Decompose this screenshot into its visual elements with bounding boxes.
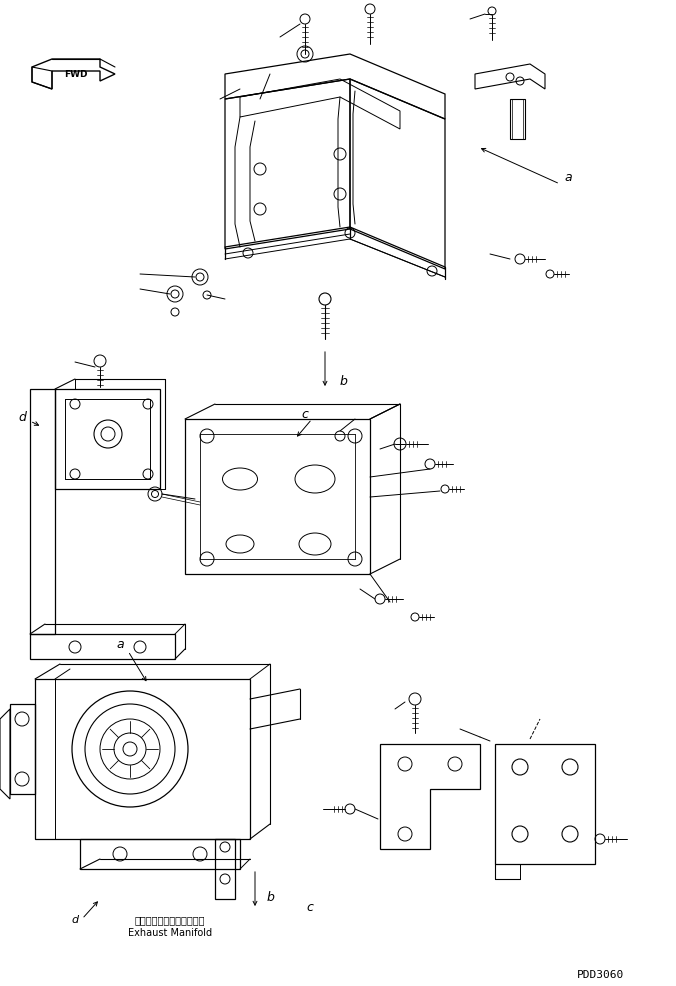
Text: PDD3060: PDD3060 — [577, 969, 624, 979]
Text: d: d — [18, 411, 26, 424]
Text: b: b — [339, 375, 347, 388]
Text: c: c — [301, 408, 308, 421]
Text: FWD: FWD — [64, 70, 88, 80]
Text: b: b — [266, 890, 274, 903]
Text: c: c — [306, 900, 314, 914]
Text: a: a — [116, 638, 124, 651]
Text: d: d — [72, 914, 78, 924]
Text: エキゾーストマニホールド: エキゾーストマニホールド — [135, 914, 206, 924]
Text: a: a — [564, 172, 572, 184]
Text: Exhaust Manifold: Exhaust Manifold — [128, 927, 212, 937]
